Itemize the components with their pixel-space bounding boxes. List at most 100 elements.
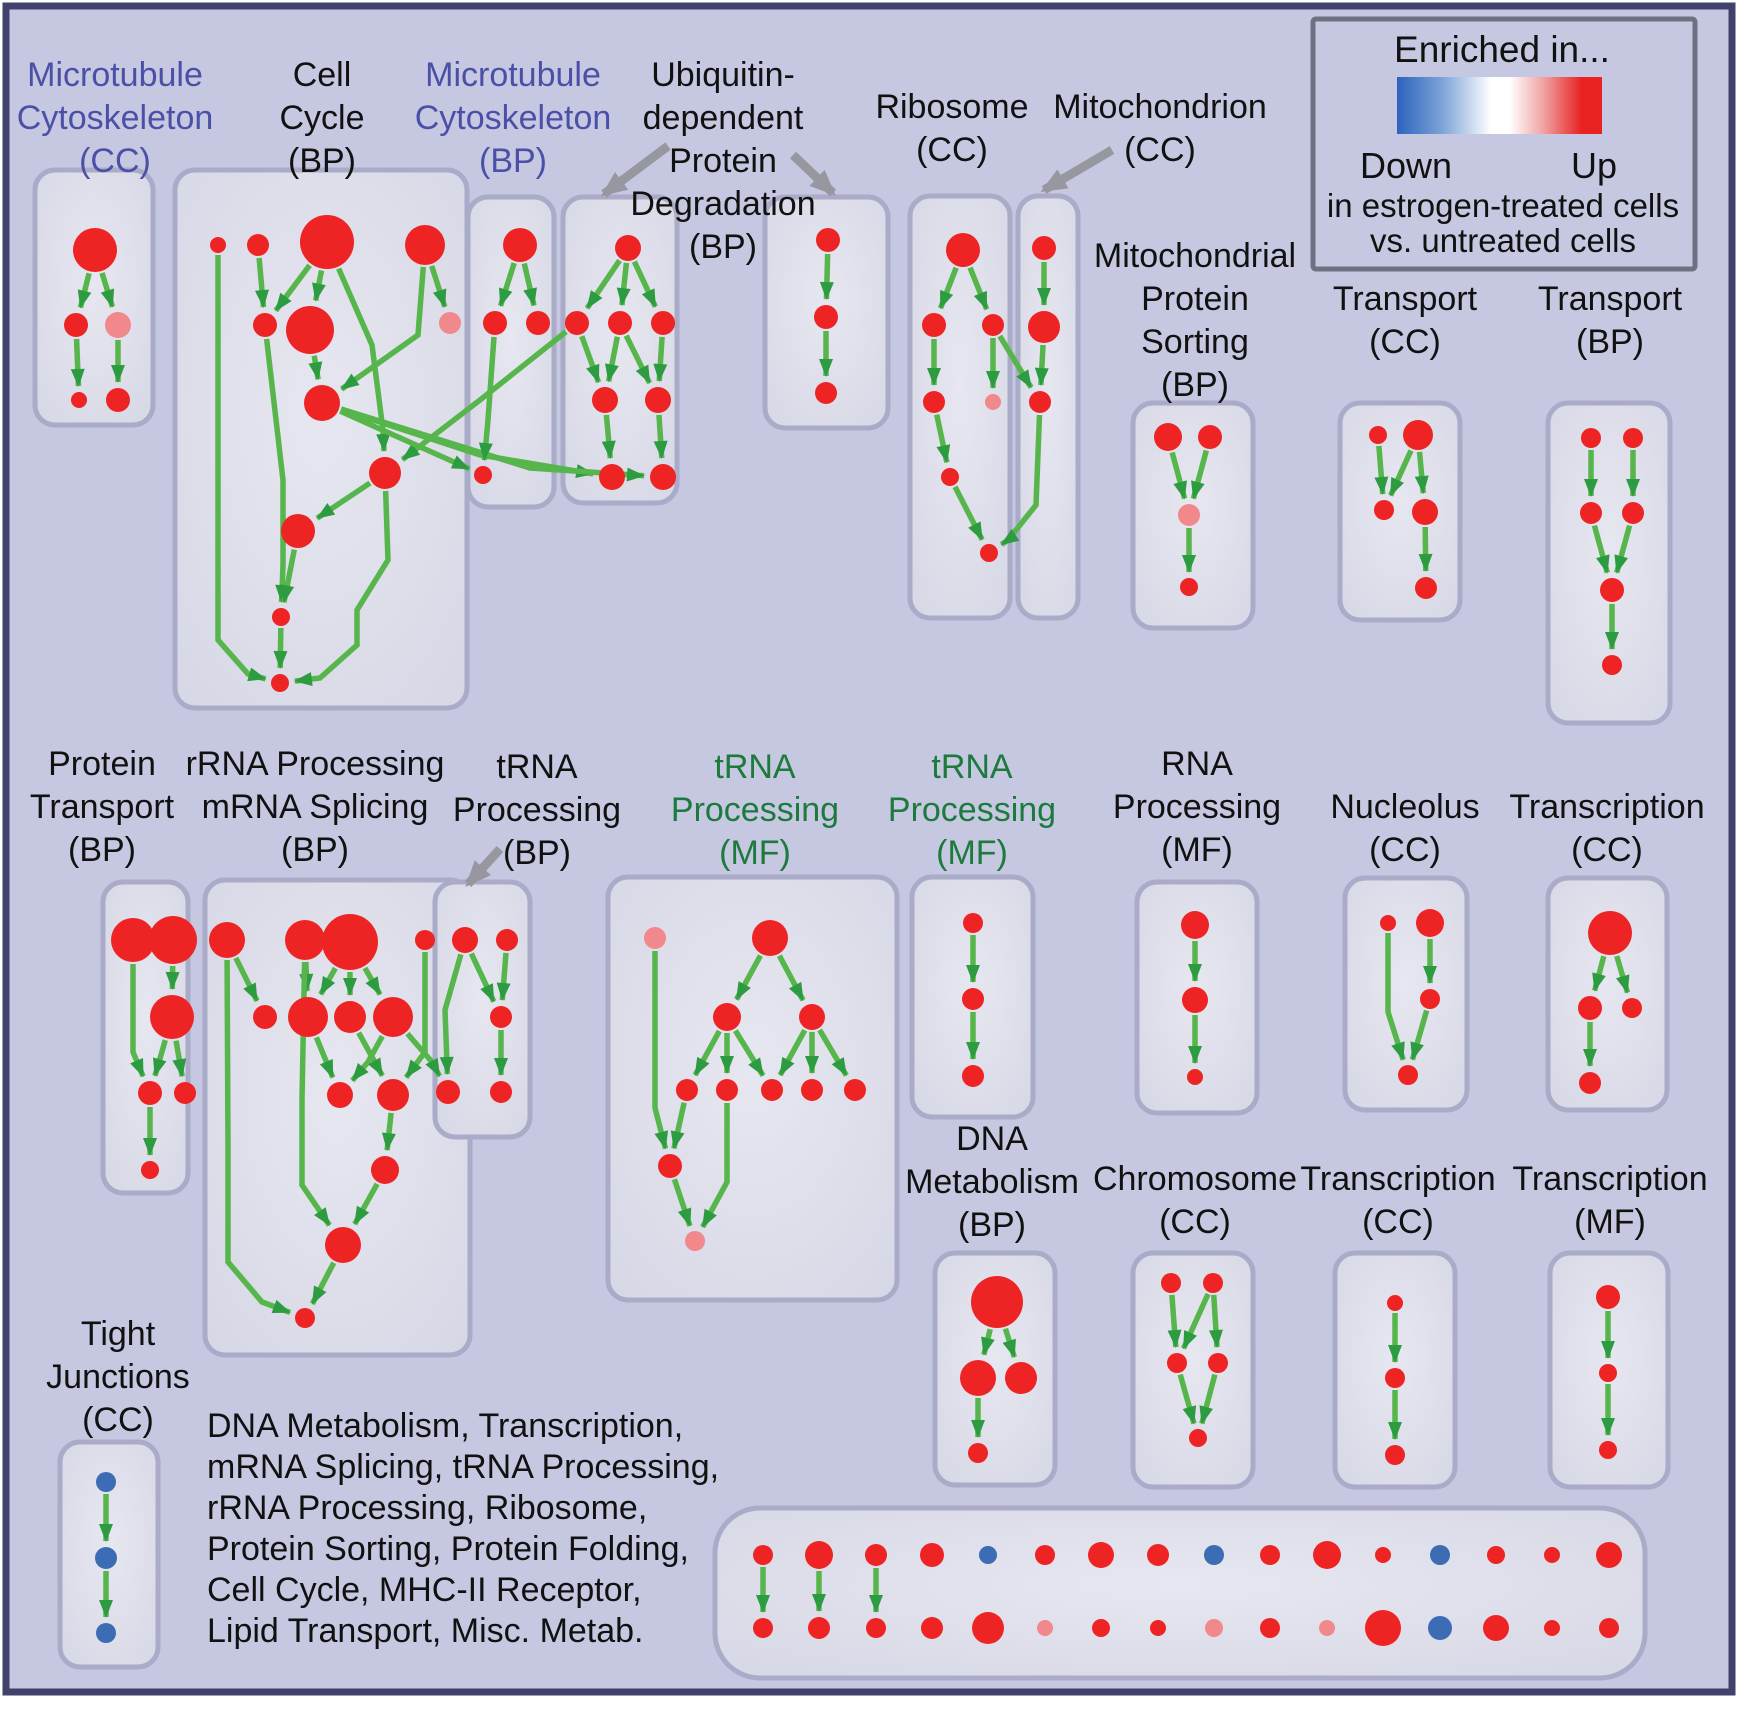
- hierarchy-edge: [339, 266, 427, 392]
- go-term-node-red: [452, 927, 478, 953]
- hierarchy-edge: [1614, 955, 1631, 994]
- go-term-node-red: [1380, 915, 1396, 931]
- go-term-node-red: [808, 1617, 830, 1639]
- go-term-node-red: [608, 311, 632, 335]
- cluster-label: tRNA Processing (BP): [453, 748, 621, 872]
- legend-subtitle-1: in estrogen-treated cells: [1327, 187, 1679, 224]
- go-cluster-box: [1130, 1250, 1256, 1490]
- hierarchy-edge: [1414, 451, 1429, 495]
- go-term-node-red: [1581, 428, 1601, 448]
- hierarchy-edge: [692, 1029, 722, 1077]
- hierarchy-edge: [579, 335, 602, 384]
- go-term-node-red: [805, 1541, 833, 1569]
- hierarchy-edge: [1002, 1327, 1017, 1358]
- go-term-node-pink: [105, 312, 131, 338]
- go-term-node-red: [149, 916, 197, 964]
- go-term-node-red: [1181, 911, 1209, 939]
- hierarchy-edge: [233, 956, 260, 1003]
- go-term-node-red: [1198, 425, 1222, 449]
- go-term-node-red: [496, 929, 518, 951]
- go-term-node-red: [844, 1079, 866, 1101]
- go-term-node-red: [1578, 996, 1602, 1020]
- go-term-node-red: [1544, 1547, 1560, 1563]
- hierarchy-edge: [172, 1040, 187, 1078]
- go-term-node-red: [814, 305, 838, 329]
- hierarchy-edge: [1199, 1373, 1218, 1425]
- hierarchy-edge: [381, 1112, 396, 1152]
- go-term-node-red: [209, 922, 245, 958]
- go-term-node-red: [1369, 426, 1387, 444]
- go-cluster-box: [1545, 875, 1670, 1113]
- cluster-label: Microtubule Cytoskeleton (CC): [17, 56, 214, 180]
- hierarchy-edge: [1418, 526, 1433, 573]
- hierarchy-edge: [967, 266, 990, 311]
- hierarchy-edge: [468, 952, 497, 1003]
- go-term-node-red: [1005, 1362, 1037, 1394]
- legend-gradient-bar: [1397, 77, 1602, 134]
- go-term-node-red: [322, 914, 378, 970]
- legend-up-label: Up: [1571, 145, 1617, 186]
- hierarchy-edge: [653, 414, 668, 460]
- go-term-node-pink: [644, 927, 666, 949]
- cluster-label: DNA Metabolism (BP): [905, 1120, 1079, 1244]
- go-cluster-box: [1342, 875, 1470, 1113]
- go-term-node-red: [141, 1161, 159, 1179]
- go-term-node-red: [658, 1154, 682, 1178]
- go-term-node-red: [1596, 1542, 1622, 1568]
- go-term-node-blue: [979, 1546, 997, 1564]
- cluster-label: Transcription (CC): [1509, 788, 1704, 869]
- go-term-node-red: [816, 228, 840, 252]
- go-term-node-red: [650, 464, 676, 490]
- go-term-node-red: [565, 311, 589, 335]
- go-term-node-red: [210, 237, 226, 253]
- hierarchy-edge: [937, 266, 959, 310]
- go-term-node-red: [111, 918, 155, 962]
- hierarchy-edge: [1169, 451, 1188, 500]
- go-term-node-red: [982, 314, 1004, 336]
- go-term-node-red: [716, 1079, 738, 1101]
- go-term-node-red: [483, 311, 507, 335]
- go-term-node-red: [1588, 911, 1632, 955]
- cluster-label: Transcription (CC): [1300, 1160, 1495, 1241]
- go-term-node-red: [288, 997, 328, 1037]
- annotation-arrow: [1040, 146, 1115, 194]
- go-term-node-red: [1032, 236, 1056, 260]
- cluster-label: Transcription (MF): [1512, 1160, 1707, 1241]
- go-cluster-box: [560, 194, 680, 506]
- go-term-node-red: [799, 1004, 825, 1030]
- go-term-node-pink: [1037, 1620, 1053, 1636]
- cluster-label: Microtubule Cytoskeleton (BP): [415, 56, 612, 180]
- cluster-label: rRNA Processing mRNA Splicing (BP): [186, 745, 445, 869]
- hierarchy-edge: [400, 329, 568, 462]
- go-term-node-red: [1189, 1429, 1207, 1447]
- go-term-node-red: [1385, 1368, 1405, 1388]
- hierarchy-edge: [952, 485, 985, 541]
- cluster-label: DNA Metabolism, Transcription, mRNA Splic…: [207, 1407, 719, 1650]
- go-term-node-red: [174, 1082, 196, 1104]
- go-term-node-red: [1599, 1618, 1619, 1638]
- hierarchy-edge: [254, 257, 269, 309]
- go-term-node-red: [474, 466, 492, 484]
- hierarchy-edge: [817, 1028, 849, 1077]
- go-term-node-pink: [1178, 504, 1200, 526]
- hierarchy-edge: [776, 954, 806, 1002]
- go-term-node-red: [1602, 655, 1622, 675]
- go-term-node-red: [327, 1082, 353, 1108]
- cluster-label: Ubiquitin-dependent Protein Degradation (BP…: [630, 56, 815, 266]
- hierarchy-edge: [313, 1036, 336, 1079]
- go-term-node-red: [1487, 1546, 1505, 1564]
- go-term-node-red: [373, 997, 413, 1037]
- hierarchy-edge: [1190, 449, 1210, 500]
- go-term-node-red: [150, 995, 194, 1039]
- go-term-node-red: [300, 215, 354, 269]
- go-term-node-red: [253, 1005, 277, 1029]
- go-term-node-red: [963, 913, 983, 933]
- annotation-arrow: [789, 151, 837, 197]
- hierarchy-edge: [293, 490, 391, 686]
- hierarchy-edge: [99, 272, 116, 308]
- hierarchy-edge: [356, 1031, 385, 1078]
- go-term-node-red: [503, 228, 537, 262]
- go-term-node-red: [980, 544, 998, 562]
- go-term-node-red: [1161, 1273, 1181, 1293]
